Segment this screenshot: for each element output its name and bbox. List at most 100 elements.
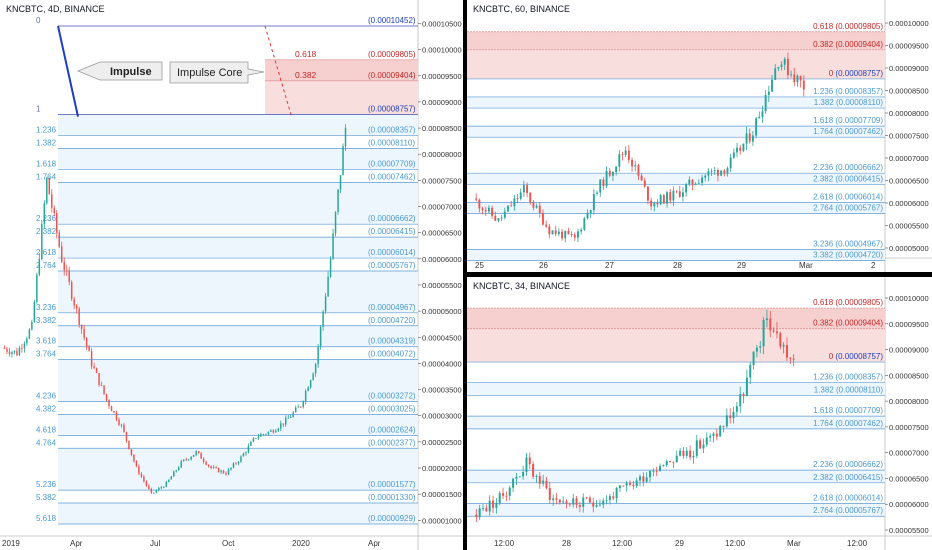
candle-body: [115, 412, 118, 420]
candle-body: [322, 311, 324, 327]
fib-ratio-label: 4.764: [36, 438, 57, 447]
candle-body: [512, 478, 515, 488]
candle-body: [18, 348, 21, 356]
candle-body: [270, 430, 272, 432]
candle-body: [130, 449, 133, 455]
y-tick-label: 0.00008500: [889, 371, 929, 380]
candle-body: [739, 147, 742, 151]
candle-body: [207, 464, 210, 467]
candle-body: [565, 501, 568, 504]
chart-panel-4d[interactable]: KNCBTC, 4D, BINANCE 0.618 (0.00009805) 0.3…: [0, 0, 463, 550]
candle-body: [542, 212, 544, 225]
y-tick-label: 0.00006500: [889, 474, 929, 483]
candle-body: [774, 68, 777, 80]
chart-canvas[interactable]: 0.618 (0.00009805) 0.382 (0.00009404) 0 (0…: [467, 277, 932, 550]
candle-body: [715, 433, 718, 437]
fib-price-label: (0.00000929): [368, 514, 416, 523]
y-tick-label: 0.00006000: [422, 255, 462, 264]
candle-body: [538, 205, 541, 213]
candle-body: [707, 171, 710, 176]
fib-level-label: 1.236 (0.00008357): [813, 373, 883, 382]
fib-band: [467, 470, 885, 483]
candle-body: [751, 135, 754, 142]
y-tick-label: 0.00006500: [889, 177, 929, 186]
chart-title: KNCBTC, 34, BINANCE: [473, 281, 571, 291]
candle-body: [678, 191, 681, 197]
fib-band: [467, 503, 885, 517]
fib-level-label: 0.618 (0.00009805): [813, 22, 883, 31]
candle-body: [618, 485, 621, 489]
y-tick-label: 0.00007500: [889, 132, 929, 141]
y-tick-label: 0.00009500: [889, 42, 929, 51]
fib-level-label: 2.764 (0.00005767): [813, 203, 883, 212]
candle-body: [588, 497, 591, 503]
candle-body: [23, 343, 26, 349]
candle-body: [28, 329, 31, 339]
candle-body: [596, 192, 599, 194]
candle-body: [317, 346, 319, 365]
fib-level-label: 2.382 (0.00006415): [813, 174, 883, 183]
candle-body: [765, 318, 768, 321]
candle-body: [43, 203, 46, 224]
candle-body: [685, 184, 688, 193]
fib-ratio-label: 0: [36, 16, 41, 25]
fib-level-label: 0.618 (0.00009805): [813, 298, 883, 307]
y-tick-label: 0.00004500: [422, 333, 462, 342]
candle-body: [713, 170, 716, 171]
y-tick-label: 0.00006500: [422, 229, 462, 238]
candle-body: [598, 504, 601, 506]
candle-body: [177, 467, 180, 471]
candle-body: [495, 502, 498, 508]
candle-body: [105, 393, 108, 401]
candle-body: [561, 231, 564, 239]
candle-body: [786, 58, 789, 76]
candle-body: [624, 150, 627, 155]
candle-body: [299, 406, 302, 408]
candle-body: [70, 282, 73, 299]
candle-body: [205, 461, 207, 465]
chart-canvas[interactable]: 0.618 (0.00009805) 0.382 (0.00009404) 0 (0…: [467, 0, 932, 272]
y-tick-label: 0.00003500: [422, 386, 462, 395]
candle-body: [522, 185, 525, 193]
candle-body: [150, 488, 153, 493]
candle-body: [294, 407, 297, 413]
candle-body: [535, 476, 538, 477]
candle-body: [255, 438, 257, 439]
fib-level-label: 2.382 (0.00006415): [813, 473, 883, 482]
candle-body: [792, 358, 795, 360]
fib-price-label: (0.00003025): [368, 404, 416, 413]
candle-body: [46, 177, 48, 204]
candle-body: [685, 450, 688, 456]
candle-body: [494, 215, 497, 221]
candle-body: [785, 344, 788, 358]
candle-body: [110, 406, 113, 412]
candle-body: [656, 202, 659, 205]
candle-body: [508, 487, 511, 496]
x-tick-label: 27: [605, 261, 614, 270]
fib-band: [58, 448, 418, 491]
chart-canvas[interactable]: 0.618 (0.00009805) 0.382 (0.00009404) 0 (0.00…: [0, 0, 463, 550]
y-tick-label: 0.00010000: [889, 19, 929, 28]
candle-body: [500, 217, 503, 219]
fib-ratio-label: 4.236: [36, 391, 57, 400]
candle-body: [11, 351, 13, 355]
fib-level-label: 1.382 (0.00008110): [814, 98, 884, 107]
x-tick-label: Oct: [222, 539, 235, 548]
candle-body: [748, 133, 751, 142]
candle-body: [120, 424, 123, 426]
fib-level-label: 1.382 (0.00008110): [814, 385, 884, 394]
candle-body: [200, 453, 202, 459]
candle-body: [758, 116, 761, 119]
candle-body: [513, 198, 516, 207]
fib-price-label: (0.00006415): [368, 227, 416, 236]
candle-body: [790, 74, 793, 76]
candle-body: [502, 493, 505, 496]
candle-body: [720, 170, 723, 176]
chart-panel-34[interactable]: KNCBTC, 34, BINANCE 0.618 (0.00009805) 0.…: [467, 277, 932, 550]
fib-price-label: (0.00004967): [368, 303, 416, 312]
candle-body: [210, 466, 212, 469]
chart-panel-60[interactable]: KNCBTC, 60, BINANCE 0.618 (0.00009805) 0.…: [467, 0, 932, 272]
candle-body: [215, 467, 217, 469]
fib-level-label: 2.618 (0.00006014): [813, 494, 883, 503]
candle-body: [726, 168, 729, 174]
